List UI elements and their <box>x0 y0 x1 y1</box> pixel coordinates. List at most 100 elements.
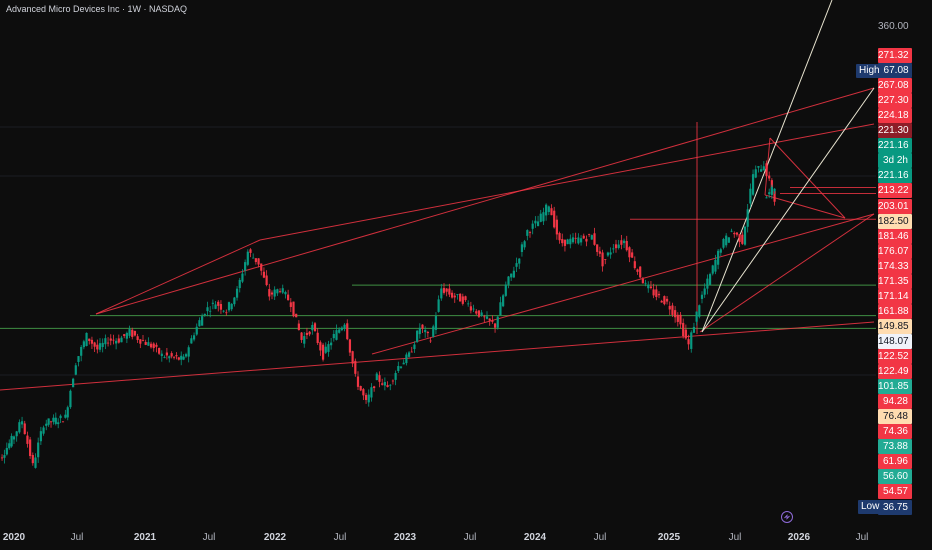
candle-body <box>738 234 741 242</box>
candle-body <box>354 360 357 374</box>
candle-body <box>399 366 403 368</box>
candle-body <box>311 324 314 331</box>
candle-body <box>42 427 45 434</box>
candle-body <box>391 380 395 382</box>
candle-body <box>117 338 120 343</box>
candle-body <box>612 248 615 250</box>
tradingview-logo-icon[interactable] <box>781 511 793 523</box>
candle-body <box>407 352 411 357</box>
wedge-lower-line <box>699 213 875 333</box>
candle-body <box>214 304 217 309</box>
candle-body <box>741 234 744 244</box>
price-label-21322: 213.22 <box>878 183 912 199</box>
price-label-17135: 171.35 <box>878 273 912 289</box>
candle-body <box>660 300 663 303</box>
candle-body <box>115 340 118 344</box>
candle-body <box>437 299 440 312</box>
candle-body <box>698 305 701 317</box>
candle-body <box>15 431 18 437</box>
candle-body <box>735 232 739 235</box>
candle-body <box>687 339 690 345</box>
candle-body <box>545 204 548 216</box>
candle-body <box>507 276 510 285</box>
triangle-upper-edge <box>769 137 846 219</box>
candle-body <box>633 261 636 269</box>
candle-body <box>461 296 464 304</box>
candle-body <box>596 244 599 252</box>
candle-body <box>244 262 247 271</box>
candle-body <box>528 232 532 234</box>
candle-body <box>598 251 601 254</box>
candle-body <box>321 344 325 360</box>
candle-body <box>397 366 400 371</box>
candle-body <box>566 239 569 245</box>
candle-body <box>252 257 255 259</box>
candle-body <box>475 311 478 314</box>
candle-body <box>426 331 429 334</box>
candle-body <box>717 250 720 265</box>
candle-body <box>52 417 55 422</box>
candle-body <box>515 263 518 267</box>
time-tick-2021: 2021 <box>133 532 157 543</box>
price-label-3d2h: 3d 2h <box>878 153 912 169</box>
candle-body <box>206 307 209 312</box>
candle-body <box>617 244 620 248</box>
time-tick-jul: Jul <box>728 532 742 543</box>
channel-upper-line <box>95 87 875 315</box>
candle-body <box>663 296 666 305</box>
candle-body <box>198 320 201 327</box>
candle-body <box>332 334 335 339</box>
candle-body <box>287 294 290 301</box>
time-tick-2024: 2024 <box>523 532 547 543</box>
candle-body <box>477 310 481 317</box>
candle-body <box>66 407 69 418</box>
candle-body <box>456 294 459 295</box>
channel-left-edge <box>95 239 261 315</box>
candle-body <box>64 414 67 418</box>
candle-body <box>300 332 303 340</box>
candle-body <box>190 338 193 344</box>
price-label-7388: 73.88 <box>878 439 912 455</box>
candle-body <box>561 239 564 244</box>
candle-body <box>85 332 88 347</box>
price-label-5660: 56.60 <box>878 469 912 485</box>
candle-body <box>459 293 462 302</box>
price-label-6196: 61.96 <box>878 454 912 470</box>
candle-body <box>655 289 658 297</box>
candle-body <box>553 210 556 228</box>
candle-body <box>316 332 319 343</box>
candle-body <box>373 386 376 389</box>
candle-body <box>510 273 513 278</box>
candle-body <box>29 439 32 456</box>
candle-body <box>284 292 287 295</box>
candle-body <box>175 355 178 357</box>
candle-body <box>303 336 306 344</box>
candle-body <box>149 343 153 348</box>
candle-body <box>467 303 470 305</box>
candle-body <box>480 312 483 316</box>
candle-body <box>10 435 13 447</box>
candle-body <box>3 455 6 458</box>
candle-body <box>160 353 163 357</box>
candle-body <box>746 209 749 227</box>
candle-body <box>125 332 128 339</box>
candle-body <box>389 384 392 386</box>
candle-body <box>743 226 747 245</box>
candle-body <box>518 258 521 264</box>
candle-body <box>168 356 171 359</box>
candle-body <box>80 346 83 356</box>
candle-body <box>550 208 553 216</box>
candle-body <box>158 348 161 354</box>
candle-body <box>219 304 223 310</box>
candle-body <box>348 339 352 353</box>
candle-body <box>679 314 682 325</box>
candle-body <box>493 323 497 328</box>
candle-body <box>112 339 115 341</box>
candle-body <box>0 457 4 459</box>
candle-body <box>590 235 593 240</box>
candle-body <box>665 298 669 302</box>
candle-body <box>238 279 241 289</box>
candle-body <box>295 313 298 318</box>
candle-body <box>421 324 424 329</box>
